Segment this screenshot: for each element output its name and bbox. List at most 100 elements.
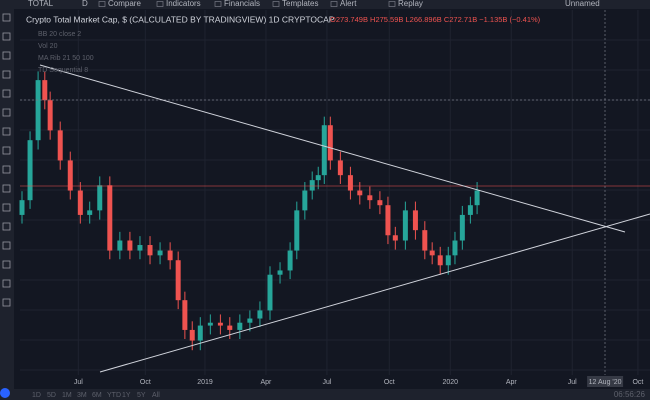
button-icon[interactable] (214, 1, 222, 7)
candle-body (19, 200, 25, 215)
candle-body (437, 255, 443, 266)
candle-body (237, 322, 243, 330)
tool-icon[interactable] (2, 51, 11, 60)
toolbar-button[interactable]: Financials (224, 0, 260, 8)
candle-body (207, 322, 213, 326)
candle-body (175, 260, 181, 301)
button-icon[interactable] (330, 1, 338, 7)
candle-body (392, 235, 398, 241)
candle-body (97, 185, 103, 211)
toolbar-button[interactable]: Templates (282, 0, 318, 8)
tool-icon[interactable] (2, 165, 11, 174)
button-icon[interactable] (98, 1, 106, 7)
candle-body (309, 180, 315, 191)
button-icon[interactable] (272, 1, 280, 7)
candle-body (327, 125, 333, 161)
tool-icon[interactable] (2, 184, 11, 193)
trendline[interactable] (99, 213, 650, 373)
candle-body (127, 240, 133, 251)
candle-body (42, 80, 48, 101)
toolbar-button[interactable]: Alert (340, 0, 357, 8)
tool-icon[interactable] (2, 127, 11, 136)
candle-body (117, 240, 123, 251)
candle-body (452, 240, 458, 256)
range-button[interactable]: 6M (92, 392, 102, 399)
x-tick-label: Jul (74, 379, 83, 386)
tool-icon[interactable] (2, 108, 11, 117)
candle-body (157, 250, 163, 256)
tool-icon[interactable] (2, 241, 11, 250)
x-tick-label: Apr (506, 379, 518, 386)
ranges: 1D 5D 1M 3M 6M YTD 1Y 5Y All (32, 392, 160, 399)
tool-icon[interactable] (2, 70, 11, 79)
trendline[interactable] (39, 64, 626, 233)
range-button[interactable]: 5D (47, 392, 56, 399)
candle-body (27, 140, 33, 201)
left-toolbar (0, 9, 14, 389)
legend-title: Crypto Total Market Cap, $ (CALCULATED B… (26, 14, 335, 24)
clock: 06:56:26 (614, 390, 646, 399)
study-label[interactable]: BB 20 close 2 (38, 31, 81, 38)
crosshair-label-box (587, 376, 624, 387)
toolbar-button[interactable]: Compare (108, 0, 141, 8)
candle-body (429, 250, 435, 256)
range-button[interactable]: 1M (62, 392, 72, 399)
candle-body (77, 190, 83, 215)
candle-body (267, 274, 273, 311)
drawing-tools (2, 13, 11, 307)
candle-body (107, 185, 113, 251)
toolbar: TOTAL D Unnamed Compare Indicators Financi… (28, 0, 600, 8)
candle-body (302, 190, 308, 211)
tool-icon[interactable] (2, 203, 11, 212)
tool-icon[interactable] (2, 32, 11, 41)
button-icon[interactable] (388, 1, 396, 7)
tool-icon[interactable] (2, 13, 11, 22)
toolbar-button[interactable]: Replay (398, 0, 423, 8)
tool-icon[interactable] (2, 222, 11, 231)
study-label[interactable]: TD Sequential 8 (38, 67, 88, 74)
candle-body (357, 190, 363, 196)
range-button[interactable]: All (152, 392, 160, 399)
tool-icon[interactable] (2, 279, 11, 288)
tool-icon[interactable] (2, 298, 11, 307)
range-button[interactable]: 1Y (122, 392, 131, 399)
logo[interactable] (0, 388, 10, 398)
x-tick-label: 12 Aug '20 (589, 379, 622, 386)
candle-body (57, 130, 63, 161)
tool-icon[interactable] (2, 146, 11, 155)
legend-ohlc: O273.749B H275.59B L266.896B C272.71B −1… (330, 15, 541, 24)
layout-name[interactable]: Unnamed (565, 0, 600, 8)
range-button[interactable]: 5Y (137, 392, 146, 399)
symbol[interactable]: TOTAL (28, 0, 54, 8)
x-tick-label: Oct (384, 379, 395, 386)
candle-body (277, 270, 283, 275)
toolbar-button[interactable]: Indicators (166, 0, 201, 8)
candle-body (67, 160, 73, 191)
candle-body (217, 322, 223, 326)
x-tick-label: Jul (568, 379, 577, 386)
studies: BB 20 close 2 Vol 20 MA Rib 21 50 100 TD Se… (38, 31, 94, 74)
candle-body (315, 175, 321, 181)
tool-icon[interactable] (2, 89, 11, 98)
range-button[interactable]: 1D (32, 392, 41, 399)
range-button[interactable]: YTD (107, 392, 121, 399)
candle-body (197, 325, 203, 341)
candle-body (377, 200, 383, 206)
candle-body (474, 190, 480, 206)
x-tick-label: Jul (322, 379, 331, 386)
candle-body (445, 255, 451, 266)
candle-body (337, 160, 343, 176)
interval[interactable]: D (82, 0, 88, 8)
range-button[interactable]: 3M (77, 392, 87, 399)
button-icon[interactable] (156, 1, 164, 7)
candle-body (367, 195, 373, 201)
candle-body (247, 318, 253, 323)
candle-body (257, 310, 263, 319)
study-label[interactable]: MA Rib 21 50 100 (38, 55, 94, 62)
tool-icon[interactable] (2, 260, 11, 269)
study-label[interactable]: Vol 20 (38, 43, 58, 50)
candle-body (422, 230, 428, 251)
candle-body (294, 210, 300, 251)
